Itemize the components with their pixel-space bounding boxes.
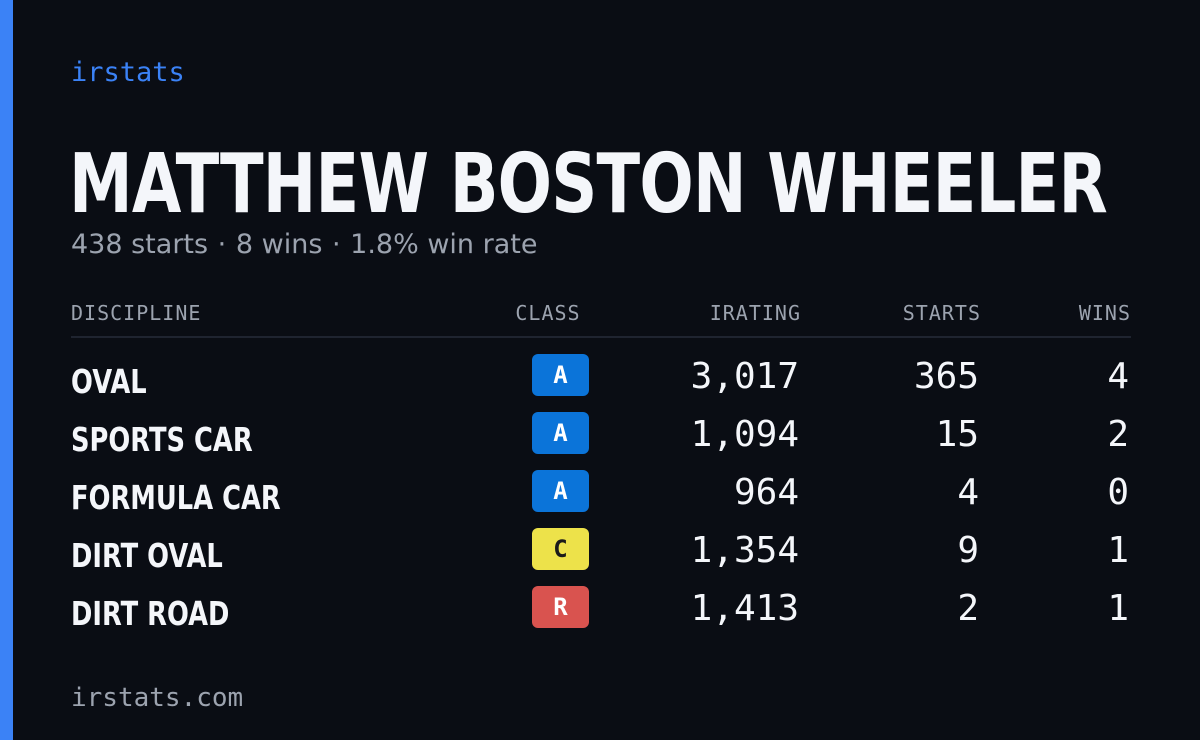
license-class-badge: A	[532, 354, 589, 396]
wins-value: 1	[1107, 530, 1129, 571]
discipline-name: FORMULA CAR	[71, 478, 281, 517]
starts-value: 365	[913, 356, 979, 397]
wins-summary: 8 wins	[235, 229, 323, 260]
starts-value: 9	[957, 530, 979, 571]
brand-logo-text[interactable]: irstats	[71, 57, 185, 88]
wins-value: 4	[1107, 356, 1129, 397]
wins-value: 0	[1107, 472, 1129, 513]
footer-url[interactable]: irstats.com	[71, 683, 244, 713]
discipline-name: SPORTS CAR	[71, 420, 253, 459]
discipline-name: OVAL	[71, 362, 147, 401]
starts-value: 4	[957, 472, 979, 513]
irating-value: 1,413	[690, 588, 799, 629]
table-row: OVAL A 3,017 365 4	[71, 354, 1131, 412]
discipline-name: DIRT ROAD	[71, 594, 230, 633]
starts-value: 2	[957, 588, 979, 629]
win-rate-summary: 1.8% win rate	[350, 229, 538, 260]
starts-summary: 438 starts	[71, 229, 209, 260]
starts-value: 15	[935, 414, 979, 455]
license-class-badge: C	[532, 528, 589, 570]
table-row: FORMULA CAR A 964 4 0	[71, 470, 1131, 528]
header-class: CLASS	[515, 301, 581, 325]
header-starts: STARTS	[902, 301, 981, 325]
discipline-table: DISCIPLINE CLASS IRATING STARTS WINS OVA…	[71, 298, 1131, 644]
header-discipline: DISCIPLINE	[71, 301, 202, 325]
driver-summary: 438 starts · 8 wins · 1.8% win rate	[71, 228, 537, 262]
irating-value: 1,094	[690, 414, 799, 455]
table-header: DISCIPLINE CLASS IRATING STARTS WINS	[71, 298, 1131, 338]
header-irating: IRATING	[709, 301, 801, 325]
license-class-badge: A	[532, 470, 589, 512]
table-row: DIRT ROAD R 1,413 2 1	[71, 586, 1131, 644]
wins-value: 1	[1107, 588, 1129, 629]
separator: ·	[331, 229, 341, 260]
table-body: OVAL A 3,017 365 4 SPORTS CAR A 1,094 15 2 FORMULA…	[71, 354, 1131, 644]
irating-value: 3,017	[690, 356, 799, 397]
header-wins: WINS	[1078, 301, 1131, 325]
wins-value: 2	[1107, 414, 1129, 455]
driver-name: MATTHEW BOSTON WHEELER	[69, 137, 1108, 232]
accent-bar	[0, 0, 13, 740]
table-row: SPORTS CAR A 1,094 15 2	[71, 412, 1131, 470]
license-class-badge: A	[532, 412, 589, 454]
discipline-name: DIRT OVAL	[71, 536, 223, 575]
table-row: DIRT OVAL C 1,354 9 1	[71, 528, 1131, 586]
separator: ·	[217, 229, 227, 260]
irating-value: 964	[733, 472, 799, 513]
license-class-badge: R	[532, 586, 589, 628]
irating-value: 1,354	[690, 530, 799, 571]
